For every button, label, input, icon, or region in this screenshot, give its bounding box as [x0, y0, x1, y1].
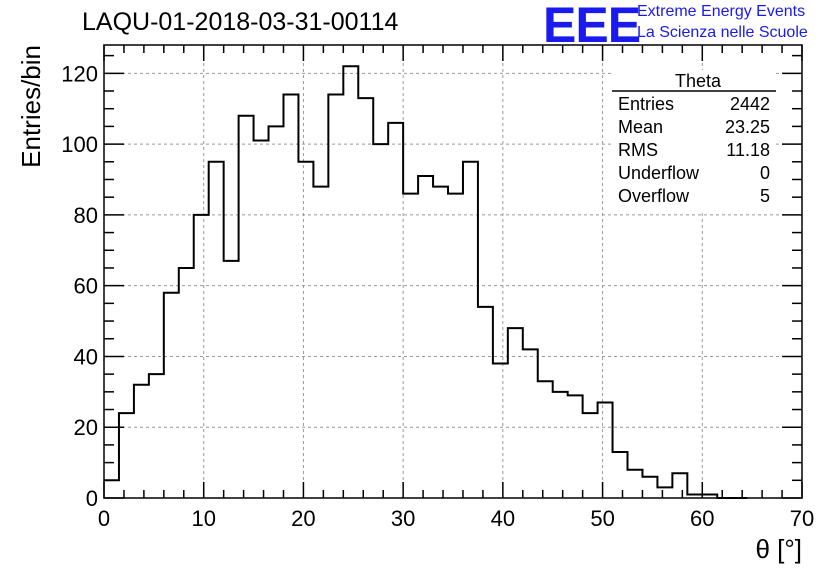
histogram-bin: [388, 123, 403, 498]
stats-histogram-name: Theta: [675, 71, 722, 91]
histogram-bin: [598, 402, 613, 498]
histogram-bin: [448, 194, 463, 498]
eee-logo: EEE: [543, 0, 641, 53]
histogram-bin: [508, 328, 523, 498]
plot-frame: [103, 44, 803, 499]
y-tick-label: 120: [61, 61, 98, 86]
x-tick-label: 20: [291, 506, 315, 531]
histogram-bin: [149, 374, 164, 498]
x-tick-label: 60: [690, 506, 714, 531]
x-axis-label: θ [°]: [755, 534, 802, 564]
histogram-bin: [523, 349, 538, 498]
histogram-bin: [642, 477, 657, 498]
x-tick-label: 10: [191, 506, 215, 531]
histogram-bin: [239, 116, 254, 498]
histogram-bin: [672, 473, 687, 498]
histogram-bin: [373, 144, 388, 498]
stats-row-value: 5: [760, 186, 770, 206]
stats-row-label: Mean: [618, 117, 663, 137]
histogram-bin: [358, 98, 373, 498]
histogram-bin: [179, 268, 194, 498]
y-tick-labels: 0 20 40 60 80 100 120: [61, 61, 98, 511]
histogram-outline: [104, 65, 748, 499]
histogram-bin: [209, 162, 224, 498]
stats-row-label: Entries: [618, 94, 674, 114]
y-axis-label: Entries/bin: [16, 45, 46, 168]
histogram-bin: [657, 487, 672, 498]
stats-row-value: 2442: [730, 94, 770, 114]
chart-title: LAQU-01-2018-03-31-00114: [82, 8, 399, 36]
stats-box: Theta Entries 2442 Mean 23.25 RMS 11.18 Underf…: [612, 70, 776, 210]
stats-row-value: 11.18: [726, 140, 770, 160]
histogram-bin: [269, 126, 284, 498]
stats-row-value: 0: [760, 163, 770, 183]
x-tick-label: 40: [491, 506, 515, 531]
x-tick-label: 30: [391, 506, 415, 531]
histogram-bin: [119, 413, 134, 498]
histogram-bin: [418, 176, 433, 498]
y-tick-label: 20: [74, 415, 98, 440]
histogram-bin: [283, 95, 298, 498]
histogram-bin: [613, 452, 628, 498]
histogram-bin: [298, 162, 313, 498]
y-tick-label: 100: [61, 132, 98, 157]
histogram-bin: [343, 66, 358, 498]
histogram-bin: [328, 95, 343, 498]
histogram-bin: [433, 187, 448, 498]
y-tick-label: 60: [74, 274, 98, 299]
histogram-bin: [104, 480, 119, 498]
histogram-bin: [463, 162, 478, 498]
histogram-bin: [313, 187, 328, 498]
y-tick-label: 40: [74, 344, 98, 369]
stats-row-value: 23.25: [725, 117, 770, 137]
histogram-bin: [254, 141, 269, 498]
histogram-bin: [553, 392, 568, 498]
y-tick-label: 80: [74, 203, 98, 228]
stats-background: [612, 70, 776, 210]
histogram-bin: [583, 413, 598, 498]
histogram-bin: [493, 364, 508, 498]
histogram-bin: [403, 194, 418, 498]
histogram-bin: [568, 395, 583, 498]
histogram-bin: [224, 261, 239, 498]
histogram-bin: [134, 385, 149, 498]
y-tick-label: 0: [86, 486, 98, 511]
histogram-series: [104, 65, 748, 499]
x-tick-label: 0: [98, 506, 110, 531]
x-tick-label: 70: [790, 506, 814, 531]
histogram-bin: [194, 215, 209, 498]
stats-row-label: RMS: [618, 140, 658, 160]
grid-lines: [104, 45, 802, 498]
x-tick-labels: 0 10 20 30 40 50 60 70: [98, 506, 814, 531]
logo-subtitle-line1: Extreme Energy Events: [637, 3, 806, 20]
x-tick-label: 50: [590, 506, 614, 531]
stats-row-label: Overflow: [618, 186, 690, 206]
axis-ticks: [103, 45, 803, 499]
histogram-bin: [478, 307, 493, 498]
stats-row-label: Underflow: [618, 163, 700, 183]
logo-subtitle-line2: La Scienza nelle Scuole: [637, 24, 808, 41]
histogram-bin: [628, 470, 643, 498]
histogram-bin: [164, 293, 179, 498]
histogram-bin: [538, 381, 553, 498]
